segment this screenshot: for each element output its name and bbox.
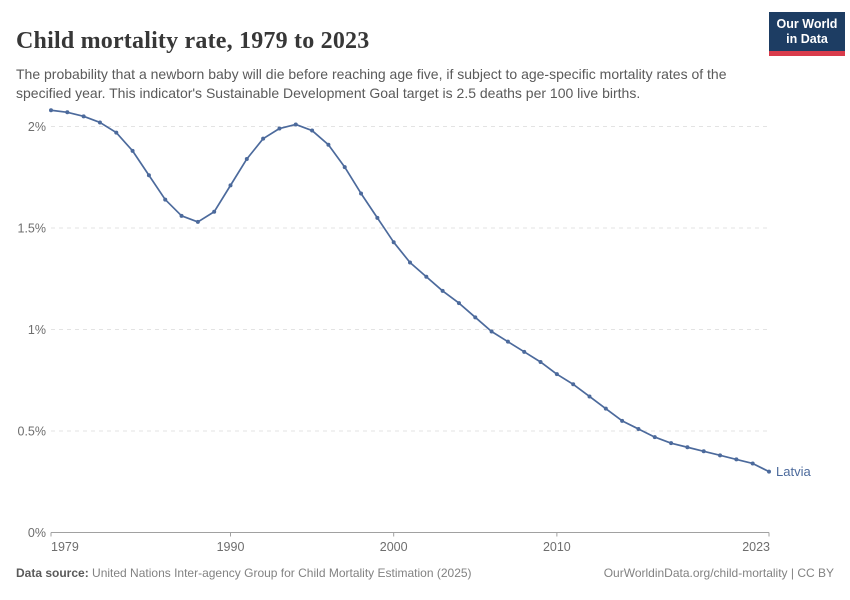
data-point[interactable] bbox=[359, 191, 364, 196]
x-tick-label: 1979 bbox=[51, 540, 79, 554]
data-point[interactable] bbox=[750, 461, 755, 466]
y-tick-label: 0% bbox=[28, 526, 46, 540]
data-point[interactable] bbox=[424, 274, 429, 279]
x-tick-label: 1990 bbox=[217, 540, 245, 554]
data-point[interactable] bbox=[652, 435, 657, 440]
data-point[interactable] bbox=[701, 449, 706, 454]
data-point[interactable] bbox=[97, 120, 102, 125]
data-point[interactable] bbox=[65, 110, 70, 115]
data-point[interactable] bbox=[179, 213, 184, 218]
data-point[interactable] bbox=[734, 457, 739, 462]
owid-citation-link[interactable]: OurWorldinData.org/child-mortality | CC … bbox=[603, 566, 834, 580]
data-point[interactable] bbox=[440, 288, 445, 293]
data-point[interactable] bbox=[195, 219, 200, 224]
data-point[interactable] bbox=[310, 128, 315, 133]
y-tick-label: 1.5% bbox=[18, 222, 47, 236]
data-point[interactable] bbox=[228, 183, 233, 188]
data-point[interactable] bbox=[212, 209, 217, 214]
data-point[interactable] bbox=[571, 382, 576, 387]
data-point[interactable] bbox=[718, 453, 723, 458]
data-point[interactable] bbox=[130, 148, 135, 153]
series-line bbox=[50, 109, 770, 473]
series-entity-label[interactable]: Latvia bbox=[776, 464, 811, 479]
owid-logo-line2: in Data bbox=[786, 32, 828, 46]
data-point[interactable] bbox=[293, 122, 298, 127]
data-point[interactable] bbox=[342, 165, 347, 170]
data-point[interactable] bbox=[326, 142, 331, 147]
y-tick-label: 1% bbox=[28, 323, 46, 337]
data-point[interactable] bbox=[636, 426, 641, 431]
data-point[interactable] bbox=[49, 108, 53, 113]
data-point[interactable] bbox=[522, 349, 527, 354]
owid-logo[interactable]: Our World in Data bbox=[769, 12, 845, 56]
data-point[interactable] bbox=[489, 329, 494, 334]
owid-logo-stripe bbox=[769, 51, 845, 56]
y-tick-label: 0.5% bbox=[18, 425, 47, 439]
data-point[interactable] bbox=[375, 215, 380, 220]
x-tick-label: 2023 bbox=[742, 540, 770, 554]
owid-logo-line1: Our World bbox=[776, 17, 838, 31]
chart-footer: Data source: United Nations Inter-agency… bbox=[16, 566, 834, 580]
data-point[interactable] bbox=[261, 136, 266, 141]
data-point[interactable] bbox=[685, 445, 690, 450]
y-tick-label: 2% bbox=[28, 120, 46, 134]
data-source-text: United Nations Inter-agency Group for Ch… bbox=[88, 566, 472, 580]
x-tick-label: 2010 bbox=[543, 540, 571, 554]
data-point[interactable] bbox=[767, 469, 771, 474]
data-point[interactable] bbox=[669, 441, 674, 446]
data-point[interactable] bbox=[587, 394, 592, 399]
data-point[interactable] bbox=[391, 240, 396, 245]
data-point[interactable] bbox=[81, 114, 86, 119]
data-point[interactable] bbox=[408, 260, 412, 265]
data-point[interactable] bbox=[473, 315, 478, 320]
chart-subtitle: The probability that a newborn baby will… bbox=[16, 66, 727, 101]
data-point[interactable] bbox=[505, 339, 510, 344]
data-point[interactable] bbox=[146, 173, 151, 178]
data-source-note: Data source: United Nations Inter-agency… bbox=[16, 566, 472, 580]
data-point[interactable] bbox=[554, 372, 559, 377]
data-point[interactable] bbox=[163, 197, 168, 202]
data-point[interactable] bbox=[620, 418, 625, 423]
data-point[interactable] bbox=[456, 301, 461, 306]
data-point[interactable] bbox=[603, 406, 608, 411]
chart-title: Child mortality rate, 1979 to 2023 bbox=[16, 28, 370, 55]
x-tick-label: 2000 bbox=[380, 540, 408, 554]
data-source-label: Data source: bbox=[16, 566, 89, 580]
data-point[interactable] bbox=[114, 130, 119, 135]
data-point[interactable] bbox=[244, 156, 249, 161]
data-point[interactable] bbox=[538, 359, 543, 364]
data-point[interactable] bbox=[277, 126, 282, 131]
